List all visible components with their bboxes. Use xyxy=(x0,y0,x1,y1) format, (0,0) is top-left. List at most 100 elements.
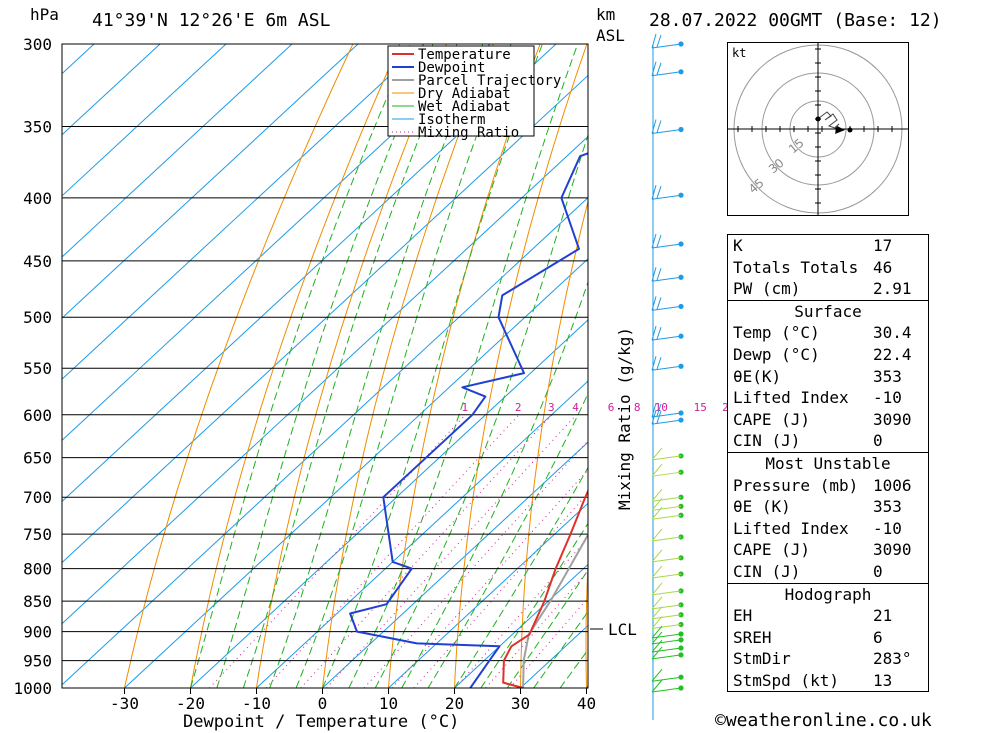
pressure-tick-label: 600 xyxy=(23,406,52,425)
temperature-line xyxy=(502,488,588,688)
mu-theta-row: θE (K) 353 xyxy=(728,496,928,518)
pressure-tick-label: 400 xyxy=(23,189,52,208)
surface-temp-row: Temp (°C) 30.4 xyxy=(728,322,928,344)
footer-credit[interactable]: ©weatheronline.co.uk xyxy=(715,710,932,731)
eh-row: EH 21 xyxy=(728,605,928,627)
k-row: K 17 xyxy=(728,235,928,257)
wet-adiabat-line xyxy=(586,685,588,688)
wind-barb xyxy=(651,514,682,520)
km-unit-label: km xyxy=(596,5,616,24)
wind-barb xyxy=(651,276,682,282)
dry-adiabat-line xyxy=(585,553,588,688)
wind-barb-flag xyxy=(651,296,657,311)
stmdir-value: 283° xyxy=(873,649,912,669)
sreh-row: SREH 6 xyxy=(728,627,928,649)
stmdir-label: StmDir xyxy=(733,649,791,669)
pressure-tick-label: 750 xyxy=(23,525,52,544)
wind-barb-flag xyxy=(651,33,657,49)
temperature-tick-label: 30 xyxy=(511,694,530,713)
wind-barb xyxy=(651,604,682,610)
wind-barb-flag xyxy=(656,357,662,370)
surface-cin-row: CIN (J) 0 xyxy=(728,430,928,452)
temperature-tick-label: 0 xyxy=(318,694,328,713)
wind-barb xyxy=(651,419,682,425)
storm-motion-arrow-icon xyxy=(835,126,845,134)
wind-barb-flag xyxy=(651,565,663,579)
wind-barb xyxy=(651,573,682,579)
mixing-ratio-line xyxy=(265,414,520,688)
pressure-tick-label: 1000 xyxy=(13,679,52,698)
mixing-ratio-label: 6 xyxy=(608,401,615,414)
surface-theta-label: θE(K) xyxy=(733,366,782,386)
wind-barb-flag xyxy=(651,596,663,610)
temperature-tick-label: -10 xyxy=(242,694,271,713)
mu-cin-label: CIN (J) xyxy=(733,561,801,581)
right-axis-title: Mixing Ratio (g/kg) xyxy=(615,327,634,510)
legend-dewpoint: Dewpoint xyxy=(418,60,485,76)
lcl-label: LCL xyxy=(608,620,637,639)
hodograph-table-title: Hodograph xyxy=(784,584,872,604)
pressure-tick-labels: 300 350 400 450 500 550 600 650 700 750 800 850 900 9… xyxy=(13,35,52,698)
wind-barb-flag xyxy=(651,267,657,282)
sreh-label: SREH xyxy=(733,627,772,647)
wind-barb-flag xyxy=(651,119,657,134)
stmspd-row: StmSpd (kt) 13 xyxy=(728,670,928,692)
dewpoint-line xyxy=(349,152,588,688)
height-wind-column xyxy=(651,33,684,720)
mu-theta-label: θE (K) xyxy=(733,497,791,517)
isotherm-line xyxy=(62,135,588,625)
eh-value: 21 xyxy=(873,606,893,626)
mixing-ratio-label: 4 xyxy=(572,401,579,414)
wind-barb-flag xyxy=(651,185,657,200)
sreh-value: 6 xyxy=(873,627,883,647)
mu-li-row: Lifted Index -10 xyxy=(728,518,928,540)
wind-barb-flag xyxy=(651,409,657,425)
wind-barb-flag xyxy=(651,639,663,653)
dry-adiabat-line xyxy=(650,44,727,688)
surface-dewp-row: Dewp (°C) 22.4 xyxy=(728,344,928,366)
temperature-tick-label: -20 xyxy=(176,694,205,713)
hodograph-point xyxy=(847,127,853,133)
wind-barb xyxy=(651,455,682,461)
pw-row: PW (cm) 2.91 xyxy=(728,278,928,300)
height-tick-dot xyxy=(678,192,684,198)
isotherm-line xyxy=(62,197,588,686)
wind-barb-flag xyxy=(651,497,663,511)
surface-cin-value: 0 xyxy=(873,431,883,451)
datetime-title: 28.07.2022 00GMT (Base: 12) xyxy=(649,10,942,31)
temperature-tick-label: 10 xyxy=(379,694,398,713)
wet-adiabat-line xyxy=(480,522,588,688)
pressure-tick-label: 500 xyxy=(23,308,52,327)
surface-cape-label: CAPE (J) xyxy=(733,409,811,429)
isotherm-line xyxy=(62,44,293,258)
wind-barb xyxy=(651,71,682,77)
pw-value: 2.91 xyxy=(873,279,912,299)
pressure-tick-label: 850 xyxy=(23,592,52,611)
legend-temperature: Temperature xyxy=(418,47,511,63)
pressure-tick-label: 650 xyxy=(23,449,52,468)
pressure-tick-label: 350 xyxy=(23,117,52,136)
wind-barb-flag xyxy=(656,62,662,75)
wind-barb-flag xyxy=(656,403,662,417)
pressure-tick-label: 800 xyxy=(23,560,52,579)
height-tick-dot xyxy=(678,241,684,247)
surface-li-row: Lifted Index -10 xyxy=(728,387,928,409)
wind-barb xyxy=(651,505,682,511)
wind-barb-flag xyxy=(656,410,662,424)
k-label: K xyxy=(733,236,743,255)
wet-adiabat-line xyxy=(216,44,434,688)
wind-barb xyxy=(651,129,682,134)
wind-barb-flag xyxy=(656,297,662,310)
wind-barb-flag xyxy=(651,549,663,563)
mixing-ratio-label: 1 xyxy=(461,401,468,414)
mu-cape-label: CAPE (J) xyxy=(733,540,811,560)
stmdir-row: StmDir 283° xyxy=(728,648,928,670)
skewt-chart: 3003504004505005506006507007508008509009… xyxy=(13,33,727,732)
indices-panel: K 17 Totals Totals 46 PW (cm) 2.91 Surface … xyxy=(727,234,929,693)
wind-barb-flag xyxy=(656,186,662,199)
mixing-ratio-label: 20 xyxy=(722,401,727,414)
mu-cape-value: 3090 xyxy=(873,540,912,560)
isotherm-line xyxy=(322,441,588,688)
legend-dry-adiabat: Dry Adiabat xyxy=(418,86,511,102)
